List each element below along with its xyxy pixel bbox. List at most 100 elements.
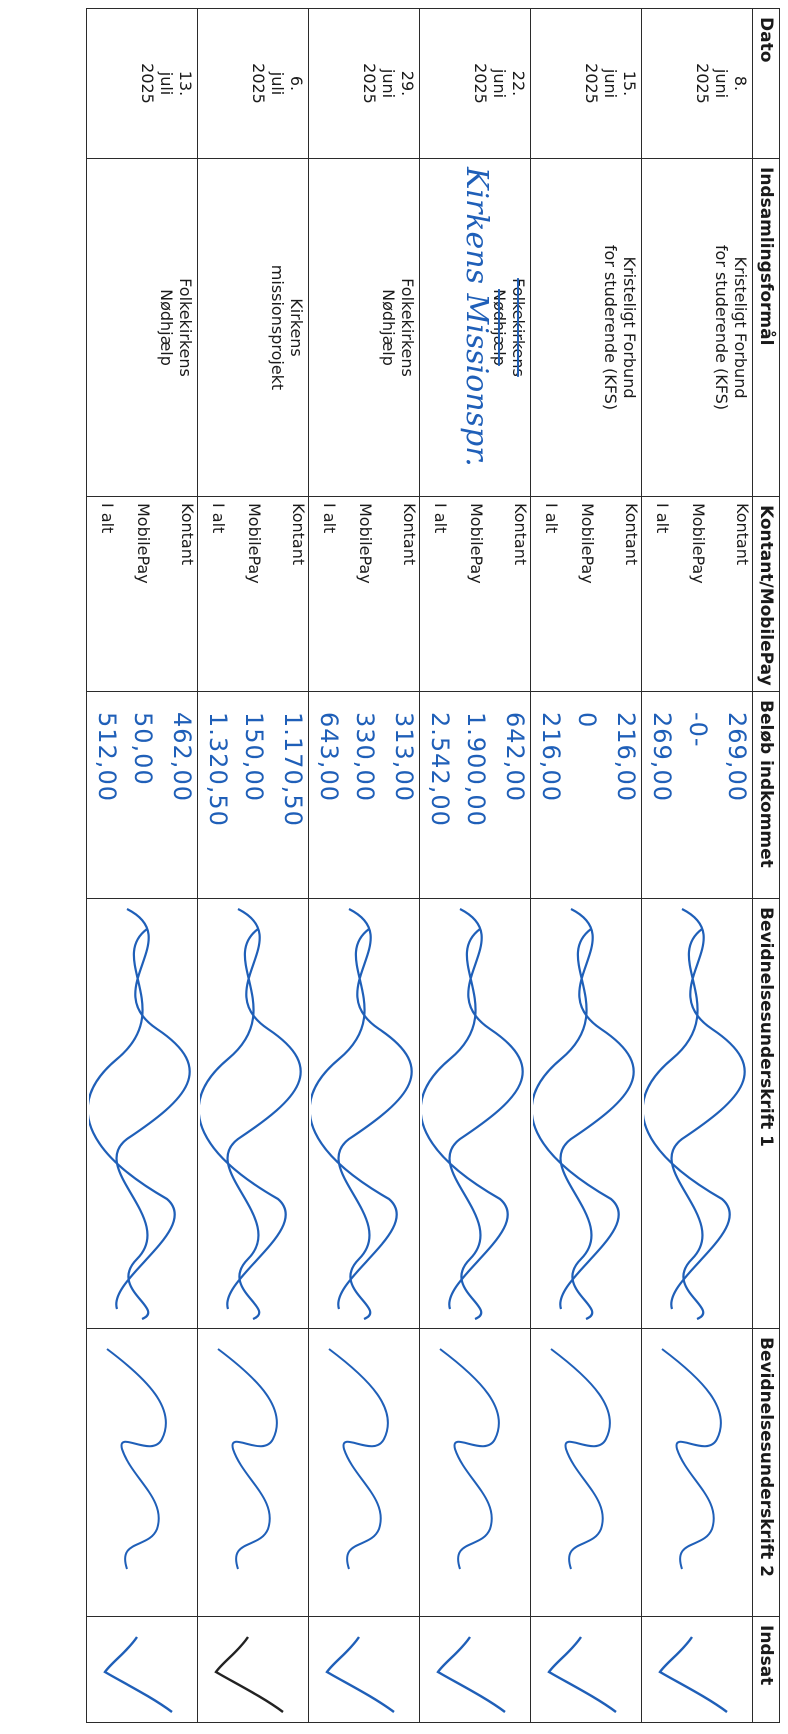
amount-value: 216,00 (537, 712, 565, 802)
amount-cell: 642,00 1.900,00 2.542,00 (419, 691, 531, 899)
signature-2-scribble (550, 1348, 611, 1570)
amount-value: 642,00 (501, 712, 529, 802)
payment-type: I alt (209, 503, 228, 534)
purpose-line: Folkekirkens (398, 278, 417, 377)
purpose-cell: Kristeligt Forbund for studerende (KFS) (641, 158, 753, 497)
signature-1-scribble (644, 908, 746, 1321)
purpose-line: Kristeligt Forbund (620, 256, 639, 399)
purpose-line: Kirkens (287, 298, 306, 357)
date-part: juli (268, 71, 287, 96)
amount-cell: 216,00 0 216,00 (530, 691, 642, 899)
signature-1-scribble (533, 908, 635, 1321)
amount-value: 313,00 (390, 712, 418, 802)
date-part: juni (490, 68, 509, 99)
payment-type: MobilePay (467, 503, 486, 584)
purpose-cell: Kristeligt Forbund for studerende (KFS) (530, 158, 642, 497)
amount-value: 150,00 (240, 712, 268, 802)
checkmark-icon (436, 1636, 506, 1713)
handwritten-purpose: Kirkens Missionspr. (459, 167, 494, 467)
date-part: 8. (731, 75, 750, 92)
payment-type-cell: Kontant MobilePay I alt (86, 496, 198, 692)
amount-value: 2.542,00 (426, 712, 454, 827)
table-row: 13. juli 2025 Folkekirkens Nødhjælp Kontant Mo… (86, 8, 198, 1723)
payment-type-cell: Kontant MobilePay I alt (641, 496, 753, 692)
date-part: juni (712, 68, 731, 99)
payment-type-cell: Kontant MobilePay I alt (197, 496, 309, 692)
signature-2-cell (197, 1328, 309, 1617)
checkmark-icon (325, 1636, 395, 1713)
header-indsat: Indsat (752, 1616, 780, 1723)
date-cell: 13. juli 2025 (86, 8, 198, 159)
signature-1-cell (530, 898, 642, 1329)
signature-2-scribble (217, 1348, 278, 1570)
date-part: 15. (620, 70, 639, 97)
payment-type: MobilePay (689, 503, 708, 584)
checkmark-icon (658, 1636, 728, 1713)
date-part: 13. (176, 70, 195, 97)
payment-type: MobilePay (245, 503, 264, 584)
amount-value: 0 (573, 712, 601, 729)
date-part: juli (157, 71, 176, 96)
table-row: 6. juli 2025 Kirkens missionsprojekt Kontant M… (197, 8, 309, 1723)
signature-1-scribble (422, 908, 524, 1321)
amount-cell: 462,00 50,00 512,00 (86, 691, 198, 899)
amount-value: 512,00 (93, 712, 121, 802)
signature-1-cell (308, 898, 420, 1329)
purpose-line: for studerende (KFS) (712, 244, 731, 411)
purpose-line: Nødhjælp (157, 289, 176, 366)
payment-type: Kontant (400, 503, 419, 566)
indsat-cell (419, 1616, 531, 1723)
payment-type: I alt (542, 503, 561, 534)
purpose-cell: Kirkens missionsprojekt (197, 158, 309, 497)
checkmark-icon (214, 1636, 284, 1713)
purpose-cell: Folkekirkens Nødhjælp Kirkens Missionspr. (419, 158, 531, 497)
checkmark-icon (547, 1636, 617, 1713)
amount-value: 269,00 (723, 712, 751, 802)
header-bevidnelse-1: Bevidnelsesunderskrift 1 (752, 898, 780, 1329)
date-cell: 15. juni 2025 (530, 8, 642, 159)
amount-value: 1.170,50 (279, 712, 307, 827)
indsat-cell (197, 1616, 309, 1723)
date-cell: 6. juli 2025 (197, 8, 309, 159)
date-cell: 22. juni 2025 (419, 8, 531, 159)
purpose-line: Nødhjælp (379, 289, 398, 366)
date-part: 29. (398, 70, 417, 97)
table-row: 8. juni 2025 Kristeligt Forbund for studeren… (641, 8, 753, 1723)
table-row: 15. juni 2025 Kristeligt Forbund for studere… (530, 8, 642, 1723)
collection-table: Dato Indsamlingsformål Kontant/MobilePay… (86, 8, 780, 1723)
purpose-line: Folkekirkens (509, 278, 528, 377)
header-beloeb: Beløb indkommet (752, 691, 780, 899)
indsat-cell (530, 1616, 642, 1723)
signature-2-cell (86, 1328, 198, 1617)
header-dato: Dato (752, 8, 780, 159)
amount-value: 643,00 (315, 712, 343, 802)
signature-2-cell (530, 1328, 642, 1617)
date-part: juni (379, 68, 398, 99)
payment-type: Kontant (622, 503, 641, 566)
payment-type: Kontant (511, 503, 530, 566)
table-row: 22. juni 2025 Folkekirkens Nødhjælp Kirkens M… (419, 8, 531, 1723)
signature-2-cell (308, 1328, 420, 1617)
signature-2-scribble (439, 1348, 500, 1570)
header-kontant-mobilepay: Kontant/MobilePay (752, 496, 780, 692)
date-cell: 8. juni 2025 (641, 8, 753, 159)
purpose-cell: Folkekirkens Nødhjælp (86, 158, 198, 497)
signature-1-scribble (89, 908, 191, 1321)
payment-type-cell: Kontant MobilePay I alt (419, 496, 531, 692)
signature-2-scribble (106, 1348, 167, 1570)
signature-1-scribble (200, 908, 302, 1321)
date-part: 2025 (582, 63, 601, 104)
amount-value: 1.900,00 (462, 712, 490, 827)
purpose-line: for studerende (KFS) (601, 244, 620, 411)
amount-value: 216,00 (612, 712, 640, 802)
checkmark-icon (103, 1636, 173, 1713)
indsat-cell (641, 1616, 753, 1723)
amount-value: -0- (684, 712, 712, 748)
payment-type: MobilePay (356, 503, 375, 584)
header-formaal: Indsamlingsformål (752, 158, 780, 497)
payment-type: Kontant (289, 503, 308, 566)
signature-2-cell (419, 1328, 531, 1617)
amount-value: 330,00 (351, 712, 379, 802)
payment-type-cell: Kontant MobilePay I alt (308, 496, 420, 692)
